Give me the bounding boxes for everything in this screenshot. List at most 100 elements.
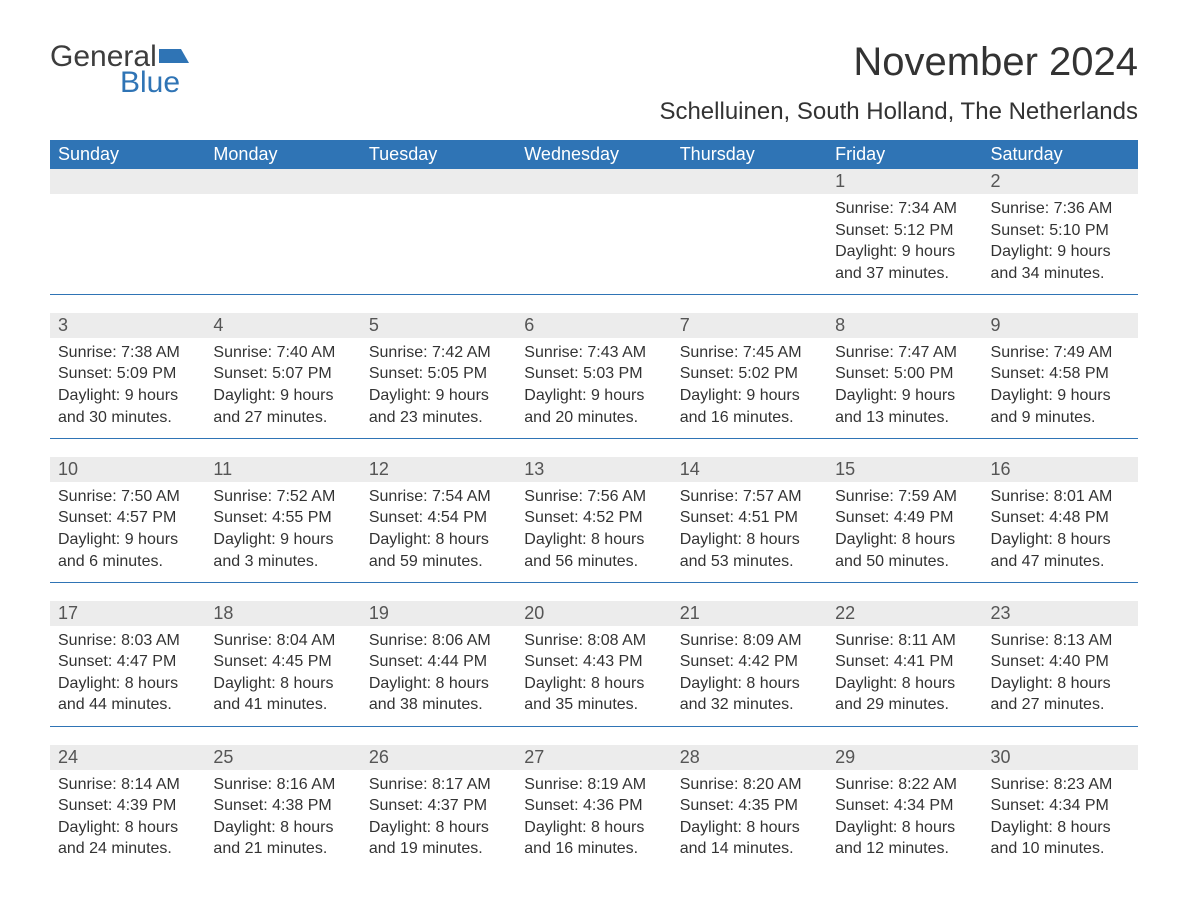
calendar-table: Sunday Monday Tuesday Wednesday Thursday… xyxy=(50,140,1138,870)
sunset-line: Sunset: 4:55 PM xyxy=(213,507,352,529)
daylight-line-2: and 59 minutes. xyxy=(369,551,508,573)
daylight-line-2: and 56 minutes. xyxy=(524,551,663,573)
daylight-line-1: Daylight: 9 hours xyxy=(835,385,974,407)
day-number-cell: 17 xyxy=(50,601,205,626)
day-detail-cell: Sunrise: 8:22 AMSunset: 4:34 PMDaylight:… xyxy=(827,770,982,870)
daylight-line-2: and 6 minutes. xyxy=(58,551,197,573)
daylight-line-1: Daylight: 8 hours xyxy=(680,529,819,551)
day-number-cell: 24 xyxy=(50,745,205,770)
day-detail-cell: Sunrise: 7:57 AMSunset: 4:51 PMDaylight:… xyxy=(672,482,827,583)
sunset-line: Sunset: 4:42 PM xyxy=(680,651,819,673)
titles: November 2024 Schelluinen, South Holland… xyxy=(659,40,1138,126)
sunset-line: Sunset: 4:36 PM xyxy=(524,795,663,817)
daylight-line-2: and 47 minutes. xyxy=(991,551,1130,573)
day-number-cell: 13 xyxy=(516,457,671,482)
daylight-line-1: Daylight: 9 hours xyxy=(58,385,197,407)
day-detail-cell: Sunrise: 8:06 AMSunset: 4:44 PMDaylight:… xyxy=(361,626,516,727)
day-detail-cell: Sunrise: 7:42 AMSunset: 5:05 PMDaylight:… xyxy=(361,338,516,439)
sunset-line: Sunset: 5:12 PM xyxy=(835,220,974,242)
daylight-line-2: and 20 minutes. xyxy=(524,407,663,429)
sunrise-line: Sunrise: 8:08 AM xyxy=(524,630,663,652)
daylight-line-1: Daylight: 8 hours xyxy=(369,673,508,695)
daylight-line-2: and 35 minutes. xyxy=(524,694,663,716)
day-number-cell xyxy=(50,169,205,194)
day-detail-cell: Sunrise: 8:09 AMSunset: 4:42 PMDaylight:… xyxy=(672,626,827,727)
daylight-line-1: Daylight: 8 hours xyxy=(58,673,197,695)
daynum-row: 17181920212223 xyxy=(50,601,1138,626)
sunrise-line: Sunrise: 7:50 AM xyxy=(58,486,197,508)
day-number-cell xyxy=(361,169,516,194)
sunrise-line: Sunrise: 8:22 AM xyxy=(835,774,974,796)
sunrise-line: Sunrise: 7:36 AM xyxy=(991,198,1130,220)
day-detail-cell: Sunrise: 7:34 AMSunset: 5:12 PMDaylight:… xyxy=(827,194,982,295)
daylight-line-1: Daylight: 8 hours xyxy=(680,817,819,839)
daylight-line-2: and 12 minutes. xyxy=(835,838,974,860)
sunset-line: Sunset: 4:34 PM xyxy=(991,795,1130,817)
daylight-line-1: Daylight: 8 hours xyxy=(835,673,974,695)
day-number-cell: 2 xyxy=(983,169,1138,194)
page-title: November 2024 xyxy=(659,40,1138,84)
day-detail-cell xyxy=(205,194,360,295)
weekday-header: Friday xyxy=(827,140,982,169)
sunrise-line: Sunrise: 7:49 AM xyxy=(991,342,1130,364)
logo: General Blue xyxy=(50,40,189,100)
weekday-header: Thursday xyxy=(672,140,827,169)
sunrise-line: Sunrise: 8:03 AM xyxy=(58,630,197,652)
sunset-line: Sunset: 4:37 PM xyxy=(369,795,508,817)
daylight-line-1: Daylight: 8 hours xyxy=(835,817,974,839)
sunset-line: Sunset: 4:52 PM xyxy=(524,507,663,529)
daylight-line-1: Daylight: 8 hours xyxy=(213,817,352,839)
sunrise-line: Sunrise: 7:52 AM xyxy=(213,486,352,508)
daylight-line-1: Daylight: 9 hours xyxy=(213,529,352,551)
day-number-cell: 10 xyxy=(50,457,205,482)
sunset-line: Sunset: 4:54 PM xyxy=(369,507,508,529)
day-number-cell: 16 xyxy=(983,457,1138,482)
day-number-cell: 11 xyxy=(205,457,360,482)
daylight-line-1: Daylight: 8 hours xyxy=(991,673,1130,695)
sunrise-line: Sunrise: 8:06 AM xyxy=(369,630,508,652)
day-detail-cell xyxy=(672,194,827,295)
weekday-header: Monday xyxy=(205,140,360,169)
day-detail-cell: Sunrise: 7:54 AMSunset: 4:54 PMDaylight:… xyxy=(361,482,516,583)
daylight-line-2: and 21 minutes. xyxy=(213,838,352,860)
daylight-line-1: Daylight: 8 hours xyxy=(524,673,663,695)
daylight-line-2: and 53 minutes. xyxy=(680,551,819,573)
day-detail-cell: Sunrise: 8:19 AMSunset: 4:36 PMDaylight:… xyxy=(516,770,671,870)
daynum-row: 12 xyxy=(50,169,1138,194)
daylight-line-1: Daylight: 8 hours xyxy=(991,529,1130,551)
day-detail-cell: Sunrise: 7:50 AMSunset: 4:57 PMDaylight:… xyxy=(50,482,205,583)
sunrise-line: Sunrise: 7:45 AM xyxy=(680,342,819,364)
daylight-line-1: Daylight: 8 hours xyxy=(524,529,663,551)
sunrise-line: Sunrise: 7:59 AM xyxy=(835,486,974,508)
daylight-line-2: and 23 minutes. xyxy=(369,407,508,429)
day-number-cell xyxy=(516,169,671,194)
day-detail-cell: Sunrise: 8:01 AMSunset: 4:48 PMDaylight:… xyxy=(983,482,1138,583)
day-number-cell: 25 xyxy=(205,745,360,770)
day-detail-cell: Sunrise: 7:40 AMSunset: 5:07 PMDaylight:… xyxy=(205,338,360,439)
day-number-cell: 20 xyxy=(516,601,671,626)
daylight-line-1: Daylight: 9 hours xyxy=(991,385,1130,407)
day-number-cell: 1 xyxy=(827,169,982,194)
day-number-cell: 7 xyxy=(672,313,827,338)
day-detail-cell: Sunrise: 7:38 AMSunset: 5:09 PMDaylight:… xyxy=(50,338,205,439)
sunset-line: Sunset: 4:43 PM xyxy=(524,651,663,673)
header: General Blue November 2024 Schelluinen, … xyxy=(50,40,1138,126)
day-number-cell: 30 xyxy=(983,745,1138,770)
day-number-cell: 19 xyxy=(361,601,516,626)
daylight-line-1: Daylight: 8 hours xyxy=(369,817,508,839)
weekday-header: Tuesday xyxy=(361,140,516,169)
day-number-cell: 22 xyxy=(827,601,982,626)
sunset-line: Sunset: 5:05 PM xyxy=(369,363,508,385)
sunset-line: Sunset: 4:41 PM xyxy=(835,651,974,673)
weekday-header: Sunday xyxy=(50,140,205,169)
day-number-cell: 9 xyxy=(983,313,1138,338)
weekday-header: Wednesday xyxy=(516,140,671,169)
day-detail-cell: Sunrise: 8:16 AMSunset: 4:38 PMDaylight:… xyxy=(205,770,360,870)
sunrise-line: Sunrise: 7:42 AM xyxy=(369,342,508,364)
daylight-line-1: Daylight: 9 hours xyxy=(58,529,197,551)
calendar-body: 12Sunrise: 7:34 AMSunset: 5:12 PMDayligh… xyxy=(50,169,1138,870)
sunrise-line: Sunrise: 7:43 AM xyxy=(524,342,663,364)
daylight-line-2: and 30 minutes. xyxy=(58,407,197,429)
day-detail-cell: Sunrise: 7:49 AMSunset: 4:58 PMDaylight:… xyxy=(983,338,1138,439)
sunset-line: Sunset: 5:00 PM xyxy=(835,363,974,385)
